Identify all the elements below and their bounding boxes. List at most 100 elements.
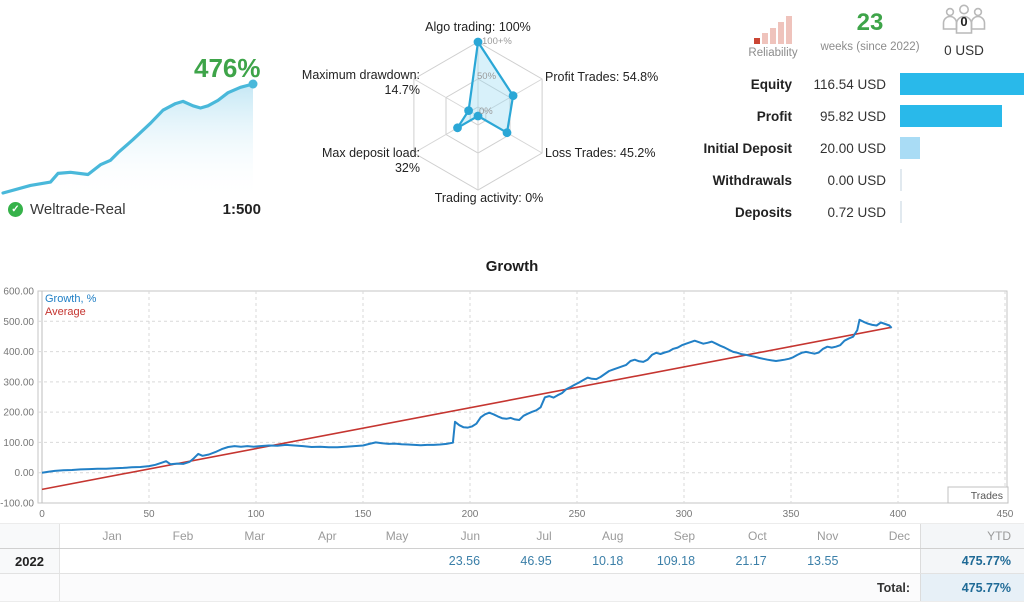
month-header-feb: Feb [172,529,194,543]
metrics-radar-widget: Algo trading: 100% Profit Trades: 54.8% … [290,0,710,235]
summary-row-value: 0.72 USD [827,204,886,220]
legend-entry: Average [45,306,86,318]
cell-2022-mar [203,549,275,573]
total-spacer-mar [203,574,275,601]
signal-bars-icon [742,10,804,44]
total-spacer-nov [777,574,849,601]
x-tick-label: 200 [462,509,479,520]
summary-row-value: 116.54 USD [813,76,886,92]
radar-data-dot [473,37,483,47]
summary-row-bar [900,201,1024,223]
cell-2022-apr [275,549,347,573]
x-tick-label: 350 [783,509,800,520]
y-tick-label: 400.00 [3,347,34,358]
subscribers-count: 0 [960,14,968,29]
summary-row-label: Initial Deposit [703,140,792,156]
radar-label-loss-trades: Loss Trades: 45.2% [545,146,656,160]
plot-border [37,290,1008,504]
total-value: 475.77% [920,574,1024,601]
month-header-nov: Nov [817,529,839,543]
summary-row-value: 20.00 USD [819,140,886,156]
weeks-label: weeks (since 2022) [820,41,920,53]
average-line [41,326,892,491]
table-header-row: Jan Feb Mar Apr May Jun Jul Aug Sep Oct Nov Dec YTD [0,523,1024,549]
x-tick-label: 50 [143,509,155,520]
y-tick-label: -100.00 [0,499,34,510]
growth-sparkline-chart [1,79,258,200]
total-spacer-oct [705,574,777,601]
x-tick-label: 300 [676,509,693,520]
summary-row-label: Equity [750,76,792,92]
total-spacer-jan [60,574,132,601]
y-tick-label: 0.00 [15,468,35,479]
y-tick-label: 100.00 [3,438,34,449]
account-growth-widget: 476% Weltrade-Real 1:500 [0,0,275,235]
summary-row-value: 0.00 USD [827,172,886,188]
cell-2022-jul: 46.95 [520,554,552,568]
month-header-may: May [385,529,409,543]
cell-2022-ytd: 475.77% [920,549,1024,573]
x-tick-label: 0 [39,509,45,520]
summary-row-initial-deposit: Initial Deposit 20.00 USD [700,132,1024,164]
radar-chart [413,37,543,191]
radar-data-dot [502,128,512,138]
weeks-count: 23 [856,9,884,36]
year-label: 2022 [0,549,60,573]
x-axis-title: Trades [971,490,1003,502]
cell-2022-jan [60,549,132,573]
x-tick-label: 450 [997,509,1014,520]
x-tick-label: 150 [355,509,372,520]
table-row-2022: 2022 23.56 46.95 10.18 109.18 21.17 13.55 475.7… [0,549,1024,574]
summary-row-equity: Equity 116.54 USD [700,68,1024,100]
x-tick-label: 400 [890,509,907,520]
total-spacer-sep [633,574,705,601]
total-spacer-jun [418,574,490,601]
cell-2022-oct: 21.17 [735,554,767,568]
radar-ring-label-100: 100+% [482,36,512,47]
y-tick-label: 300.00 [3,377,34,388]
radar-data-polygon [456,40,515,134]
summary-row-deposits: Deposits 0.72 USD [700,196,1024,228]
month-header-aug: Aug [602,529,624,543]
radar-label-algo-trading: Algo trading: 100% [425,20,531,34]
cell-2022-jun: 23.56 [448,554,481,568]
total-spacer-jul [490,574,562,601]
ytd-column-header: YTD [920,524,1024,548]
month-header-jun: Jun [460,529,481,543]
month-header-jan: Jan [102,529,122,543]
x-tick-label: 250 [569,509,586,520]
radar-data-dot [508,91,518,101]
summary-row-bar [900,137,1024,159]
month-header-dec: Dec [888,529,911,543]
sparkline-fill [3,84,253,200]
cell-2022-nov: 13.55 [807,554,839,568]
summary-row-label: Withdrawals [712,172,792,188]
summary-row-bar [900,105,1024,127]
y-tick-label: 500.00 [3,317,34,328]
total-spacer-aug [562,574,634,601]
broker-name[interactable]: Weltrade-Real [30,201,126,218]
month-header-jul: Jul [536,529,552,543]
total-spacer-feb [132,574,204,601]
monthly-returns-table: Jan Feb Mar Apr May Jun Jul Aug Sep Oct Nov Dec YTD 2… [0,523,1024,602]
total-label: Total: [876,580,911,595]
subscribers-funds: 0 USD [944,43,984,58]
summary-row-value: 95.82 USD [819,108,886,124]
summary-row-bar [900,169,1024,191]
summary-row-label: Deposits [734,204,792,220]
growth-line [41,318,893,474]
leverage-value: 1:500 [222,201,261,218]
subscribers-block: 0 0 USD [933,3,995,58]
summary-row-profit: Profit 95.82 USD [700,100,1024,132]
total-year-spacer [0,574,60,601]
summary-row-withdrawals: Withdrawals 0.00 USD [700,164,1024,196]
growth-chart-widget: Growth 600.00 500.00 400.00 300.00 200.00 100… [0,250,1024,535]
radar-label-maximum-drawdown: Maximum drawdown: 14.7% [301,68,420,97]
month-header-apr: Apr [318,529,337,543]
reliability-block: Reliability [742,10,804,59]
summary-row-label: Profit [756,108,792,124]
total-spacer-apr [275,574,347,601]
radar-label-trading-activity: Trading activity: 0% [434,191,544,205]
x-axis-title-box [947,486,1009,504]
sparkline-end-dot [248,79,258,89]
